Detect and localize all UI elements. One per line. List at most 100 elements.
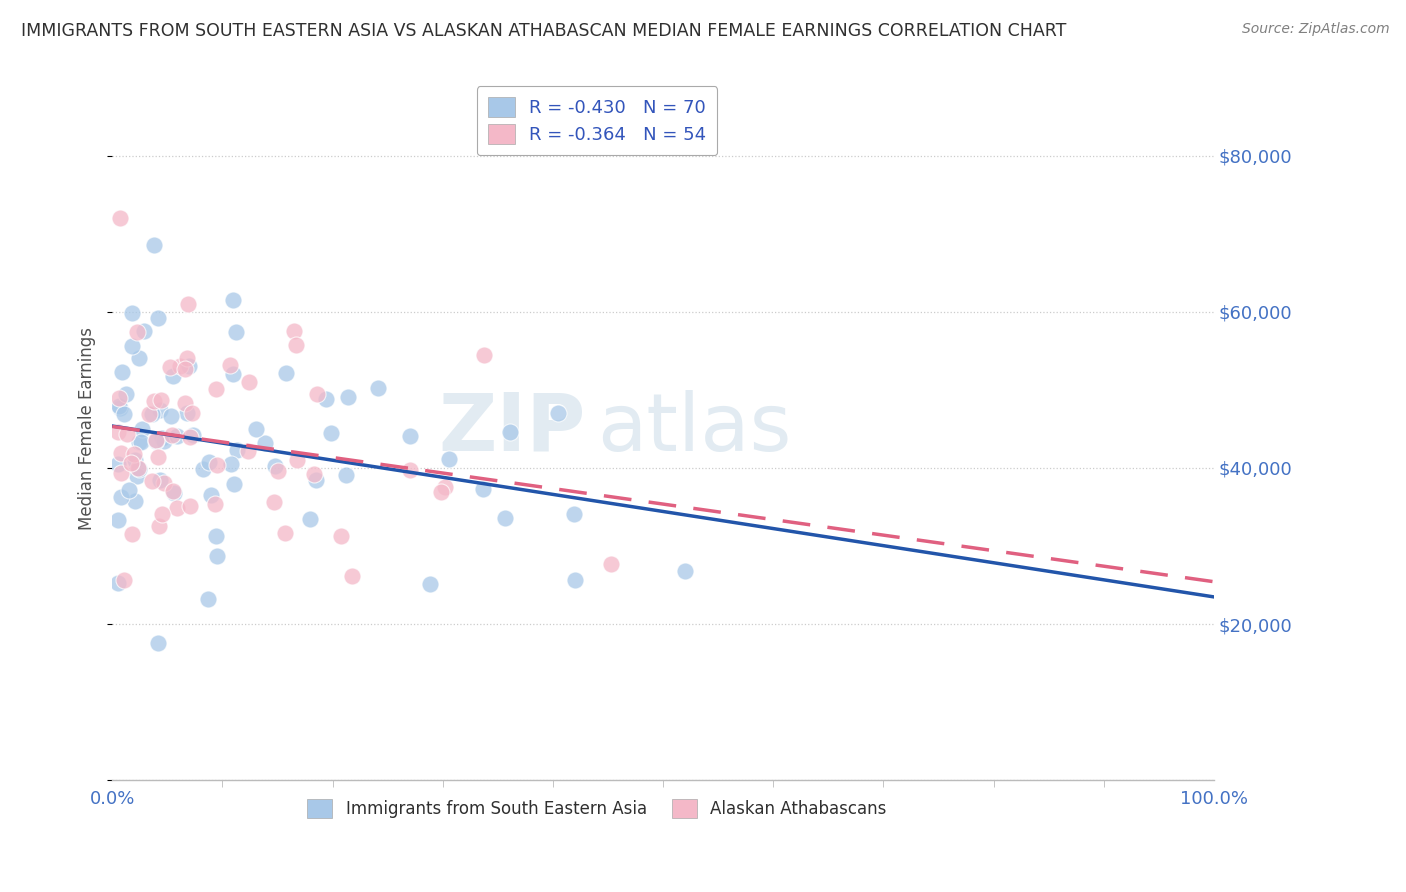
Point (143, 238, 166, 252)
Point (107, 425, 129, 440)
Point (107, 576, 129, 591)
Point (562, 507, 585, 521)
Point (108, 401, 131, 415)
Point (472, 347, 495, 361)
Point (176, 351, 198, 365)
Point (114, 407, 136, 421)
Point (107, 513, 129, 527)
Point (124, 494, 146, 508)
Point (319, 425, 342, 440)
Point (149, 403, 172, 417)
Point (304, 473, 326, 487)
Point (179, 499, 201, 513)
Point (114, 387, 136, 401)
Point (124, 452, 146, 467)
Point (110, 490, 132, 504)
Point (146, 310, 169, 325)
Point (173, 361, 195, 376)
Point (132, 324, 155, 338)
Point (472, 482, 495, 496)
Point (121, 306, 143, 320)
Point (274, 525, 297, 540)
Point (159, 359, 181, 374)
Point (179, 430, 201, 444)
Point (335, 468, 357, 483)
Point (153, 476, 176, 491)
Point (276, 366, 298, 380)
Point (304, 467, 326, 481)
Point (218, 358, 240, 372)
Point (162, 483, 184, 498)
Point (264, 459, 287, 474)
Point (127, 461, 149, 475)
Point (245, 422, 267, 436)
Point (145, 434, 167, 448)
Point (128, 351, 150, 365)
Point (439, 451, 461, 466)
Point (141, 407, 163, 421)
Point (166, 500, 188, 515)
Point (150, 393, 173, 408)
Point (200, 488, 222, 502)
Point (180, 406, 202, 420)
Point (150, 431, 173, 445)
Point (159, 409, 181, 423)
Point (225, 325, 247, 339)
Point (204, 497, 226, 511)
Point (205, 549, 228, 563)
Point (143, 394, 166, 409)
Point (149, 473, 172, 487)
Point (337, 390, 360, 404)
Point (205, 382, 228, 396)
Point (153, 434, 176, 448)
Point (160, 428, 183, 442)
Point (177, 359, 200, 373)
Point (315, 392, 337, 406)
Text: IMMIGRANTS FROM SOUTH EASTERN ASIA VS ALASKAN ATHABASCAN MEDIAN FEMALE EARNINGS : IMMIGRANTS FROM SOUTH EASTERN ASIA VS AL… (21, 22, 1067, 40)
Point (138, 408, 160, 422)
Text: ZIP: ZIP (439, 390, 586, 468)
Point (146, 450, 169, 464)
Point (111, 365, 134, 379)
Point (205, 458, 228, 472)
Y-axis label: Median Female Earnings: Median Female Earnings (79, 327, 96, 531)
Text: Source: ZipAtlas.com: Source: ZipAtlas.com (1241, 22, 1389, 37)
Point (148, 519, 170, 533)
Point (146, 636, 169, 650)
Point (107, 457, 129, 471)
Point (307, 387, 329, 401)
Point (330, 528, 353, 542)
Point (238, 376, 260, 390)
Point (283, 324, 305, 338)
Point (222, 367, 245, 381)
Point (162, 368, 184, 383)
Point (219, 457, 242, 471)
Point (108, 392, 131, 406)
Point (298, 511, 321, 525)
Point (673, 564, 696, 578)
Point (110, 466, 132, 480)
Point (121, 526, 143, 541)
Legend: Immigrants from South Eastern Asia, Alaskan Athabascans: Immigrants from South Eastern Asia, Alas… (301, 793, 893, 825)
Point (120, 456, 142, 470)
Point (176, 406, 198, 420)
Point (125, 469, 148, 483)
Point (128, 462, 150, 476)
Point (419, 577, 441, 591)
Point (176, 296, 198, 310)
Point (122, 447, 145, 461)
Point (226, 443, 249, 458)
Point (169, 359, 191, 373)
Point (340, 569, 363, 583)
Point (118, 483, 141, 497)
Point (494, 511, 516, 525)
Point (150, 508, 173, 522)
Point (399, 462, 422, 476)
Point (221, 293, 243, 307)
Point (547, 406, 569, 420)
Point (181, 428, 204, 442)
Point (173, 396, 195, 410)
Point (197, 592, 219, 607)
Point (600, 557, 623, 571)
Point (125, 325, 148, 339)
